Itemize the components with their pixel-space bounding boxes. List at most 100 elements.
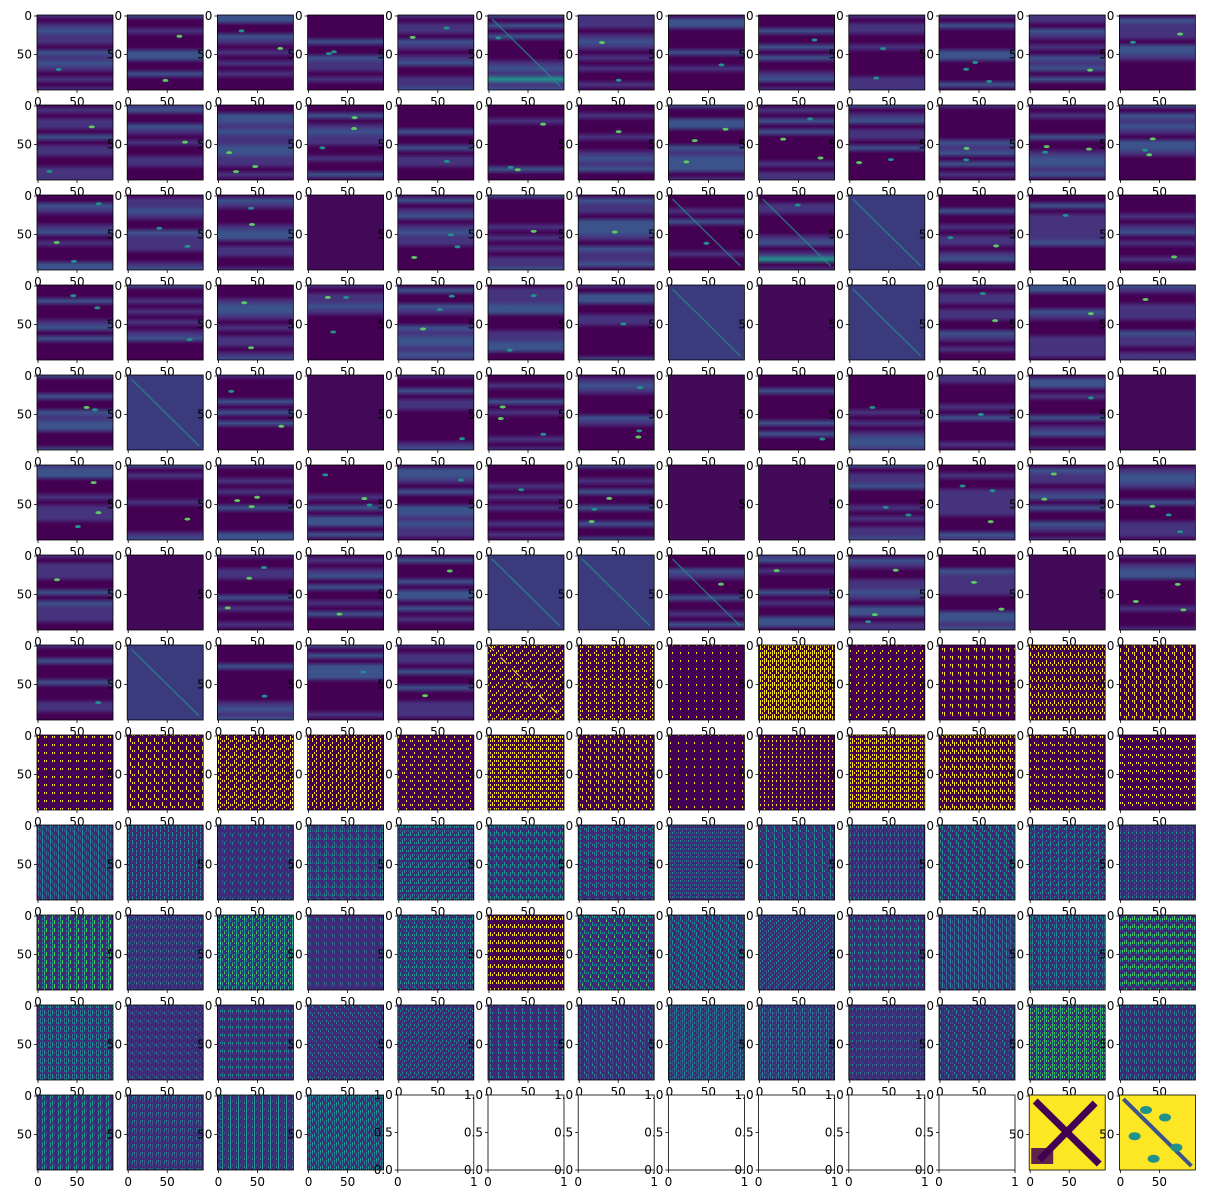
x-tick-label: 0 — [666, 635, 674, 649]
bright-spot — [518, 488, 525, 492]
x-tick-label: 0 — [575, 95, 583, 109]
bright-spot — [184, 517, 191, 521]
y-tick-label: 50 — [197, 857, 212, 871]
x-tick-label: 0 — [756, 995, 764, 1009]
x-tick-label: 0 — [1026, 275, 1034, 289]
y-tick-label: 50 — [1009, 677, 1024, 691]
y-tick-label: 0 — [385, 369, 393, 383]
axes-frame — [758, 914, 835, 991]
image-heatmap — [758, 915, 835, 990]
bright-spot — [91, 408, 98, 412]
x-tick-label: 0 — [485, 95, 493, 109]
y-tick-label: 50 — [919, 497, 934, 511]
y-tick-label: 0 — [1107, 999, 1115, 1013]
axes-frame — [848, 14, 926, 91]
y-tick-label: 0 — [205, 189, 213, 203]
image-heatmap — [127, 915, 204, 990]
bright-spot — [409, 35, 416, 39]
y-tick-label: 50 — [829, 227, 844, 241]
axes-frame — [36, 824, 114, 901]
axes-frame — [1119, 824, 1196, 901]
y-tick-label: 0 — [746, 729, 754, 743]
image-heatmap — [127, 465, 204, 540]
axes-frame — [938, 464, 1016, 541]
y-tick-label: 50 — [738, 857, 753, 871]
y-tick-label: 0 — [295, 279, 303, 293]
x-tick-label: 0 — [1026, 905, 1034, 919]
image-heatmap — [939, 825, 1015, 900]
x-tick-label: 0 — [124, 635, 132, 649]
image-heatmap — [397, 465, 474, 540]
y-tick-label: 1.0 — [644, 1088, 663, 1102]
axes-frame — [938, 914, 1016, 991]
y-tick-label: 50 — [829, 767, 844, 781]
y-tick-label: 50 — [378, 137, 393, 151]
bright-spot — [184, 244, 191, 248]
bright-spot — [959, 484, 966, 488]
y-tick-label: 50 — [1009, 317, 1024, 331]
y-tick-label: 0 — [1017, 549, 1025, 563]
image-heatmap — [1029, 915, 1106, 990]
y-tick-label: 0 — [926, 909, 934, 923]
x-tick-label: 0 — [34, 1085, 42, 1099]
y-tick-label: 50 — [1099, 137, 1114, 151]
axes-frame — [1028, 1094, 1106, 1171]
bright-spot — [1171, 255, 1178, 259]
y-tick-label: 50 — [197, 317, 212, 331]
axes-frame — [216, 644, 294, 721]
image-heatmap — [488, 915, 564, 990]
image-heatmap — [1119, 735, 1196, 810]
image-heatmap — [578, 1005, 655, 1080]
axes-frame — [126, 1004, 204, 1081]
x-tick-label: 0 — [305, 365, 313, 379]
diagonal-band — [130, 378, 200, 447]
y-tick-label: 0 — [656, 9, 664, 23]
axes-frame — [126, 554, 204, 631]
axes-frame — [577, 554, 655, 631]
x-tick-label: 0 — [485, 185, 493, 199]
bright-spot — [248, 222, 255, 226]
axes-frame — [216, 824, 294, 901]
image-heatmap — [488, 825, 564, 900]
x-tick-label: 0 — [936, 995, 944, 1009]
axes-frame — [668, 824, 745, 901]
bright-spot — [448, 233, 455, 237]
x-tick-label: 50 — [1062, 1175, 1077, 1189]
y-tick-label: 0 — [1107, 279, 1115, 293]
image-heatmap — [1119, 1005, 1196, 1080]
y-tick-label: 0.0 — [374, 1163, 393, 1177]
y-tick-label: 0.0 — [644, 1163, 663, 1177]
y-tick-label: 50 — [1009, 857, 1024, 871]
image-heatmap — [217, 375, 294, 450]
image-heatmap — [1029, 735, 1106, 810]
axes-frame — [1028, 374, 1106, 451]
y-tick-label: 50 — [378, 1037, 393, 1051]
image-heatmap — [307, 735, 384, 810]
axes-frame — [668, 104, 745, 181]
axes-frame — [216, 374, 294, 451]
teal-blob — [1170, 1143, 1183, 1152]
y-tick-label: 0 — [205, 1089, 213, 1103]
x-tick-label: 0 — [1026, 1175, 1034, 1189]
y-tick-label: 50 — [648, 1037, 663, 1051]
bright-spot — [540, 432, 547, 436]
y-tick-label: 0 — [836, 549, 844, 563]
y-tick-label: 0 — [115, 729, 123, 743]
